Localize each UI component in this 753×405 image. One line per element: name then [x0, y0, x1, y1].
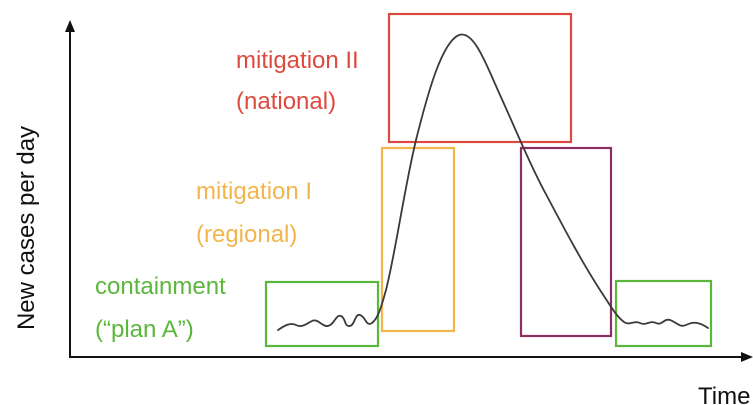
x-axis-label: Time	[698, 383, 750, 405]
mitigation-1-sublabel: (regional)	[196, 221, 297, 248]
x-axis-arrowhead	[741, 352, 753, 362]
decline-box	[519, 146, 613, 338]
y-axis-label: New cases per day	[13, 126, 40, 330]
containment-sublabel: (“plan A”)	[95, 316, 194, 343]
mitigation-1-box	[380, 146, 456, 333]
mitigation-2-label: mitigation II	[236, 47, 359, 74]
axes	[65, 20, 753, 362]
mitigation-2-box	[387, 12, 573, 144]
containment-label: containment	[95, 273, 226, 300]
mitigation-1-label: mitigation I	[196, 178, 312, 205]
y-axis-arrowhead	[65, 20, 75, 32]
post-containment-box	[614, 279, 713, 348]
containment-box	[264, 280, 380, 348]
mitigation-2-sublabel: (national)	[236, 88, 336, 115]
epidemic-curve	[277, 33, 709, 331]
